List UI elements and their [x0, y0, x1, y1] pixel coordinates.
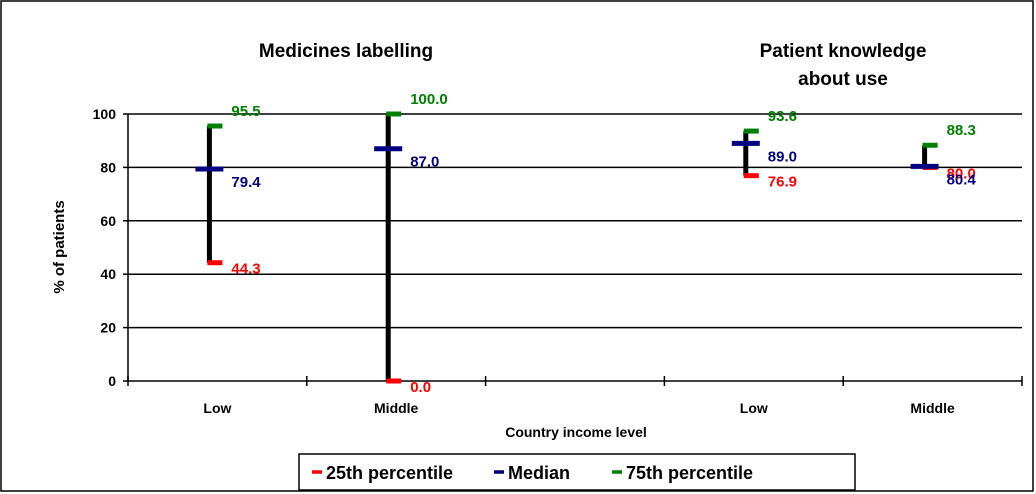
y-tick-label: 20	[100, 320, 116, 336]
x-tick-labels: Low Middle Low Middle	[203, 400, 955, 416]
p75-data-label: 95.5	[231, 103, 260, 120]
axes	[123, 113, 1023, 386]
median-data-label: 89.0	[768, 148, 797, 165]
legend-label: 25th percentile	[326, 463, 453, 483]
median-data-label: 87.0	[410, 154, 439, 171]
range-group: 76.9 89.0 93.6	[731, 108, 797, 191]
p25-data-label: 76.9	[768, 174, 797, 191]
y-tick-label: 80	[100, 159, 116, 175]
p75-data-label: 100.0	[410, 91, 448, 108]
p25-data-label: 44.3	[231, 261, 260, 278]
gridlines	[128, 113, 1022, 329]
legend-label: Median	[508, 463, 570, 483]
y-tick-label: 40	[100, 266, 116, 282]
y-tick-label: 100	[93, 106, 117, 122]
legend-label: 75th percentile	[626, 463, 753, 483]
chart-title-right-line2: about use	[798, 69, 888, 90]
range-marks: 44.3 79.4 95.5 0.0 87.0 100.0 76.9 89.0 93.6 80.0…	[195, 91, 976, 396]
range-group: 44.3 79.4 95.5	[195, 103, 261, 278]
p25-data-label: 80.0	[947, 165, 976, 182]
x-tick-label: Middle	[374, 400, 419, 416]
chart-title-left: Medicines labelling	[259, 41, 433, 62]
p25-data-label: 0.0	[410, 379, 431, 396]
y-tick-label: 0	[108, 373, 116, 389]
p75-data-label: 88.3	[947, 122, 976, 139]
y-tick-labels: 0 20 40 60 80 100	[93, 106, 117, 389]
chart-title-right-line1: Patient knowledge	[760, 41, 927, 62]
range-group: 0.0 87.0 100.0	[374, 91, 448, 396]
median-data-label: 80.4	[947, 171, 977, 188]
range-group: 80.080.4 88.3	[910, 122, 977, 188]
median-data-label: 79.4	[231, 174, 261, 191]
x-tick-label: Low	[203, 400, 231, 416]
y-axis-label: % of patients	[51, 200, 68, 293]
legend-box	[298, 453, 856, 491]
x-tick-label: Low	[740, 400, 768, 416]
legend: 25th percentile Median 75th percentile	[298, 453, 856, 491]
p75-data-label: 93.6	[768, 108, 797, 125]
x-axis-label: Country income level	[505, 424, 647, 440]
y-tick-label: 60	[100, 213, 116, 229]
x-tick-label: Middle	[910, 400, 955, 416]
